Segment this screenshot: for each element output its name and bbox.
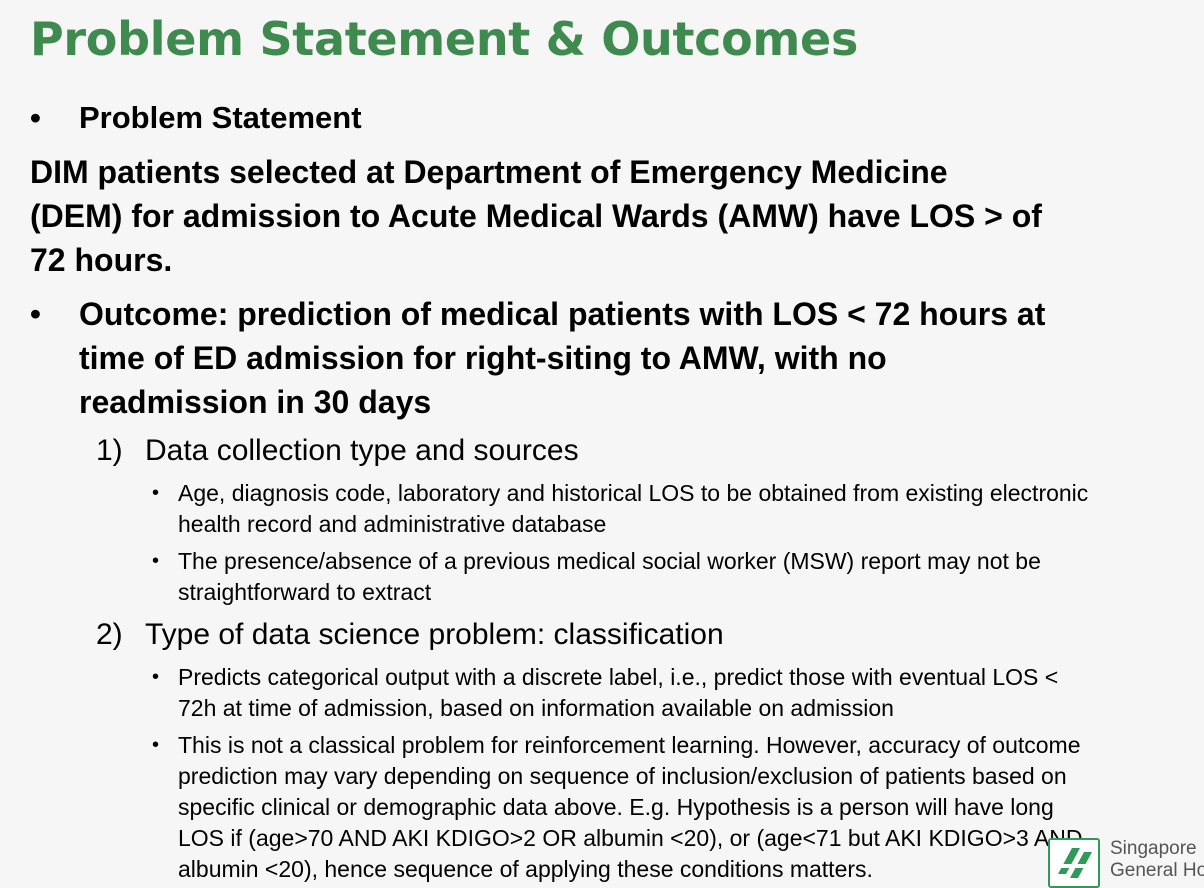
- problem-line: 72 hours.: [30, 242, 173, 278]
- section-heading: Type of data science problem: classifica…: [145, 618, 724, 651]
- sub-bullet-line: prediction may vary depending on sequenc…: [178, 763, 1067, 789]
- bullet-marker: •: [30, 100, 41, 135]
- outcome-line: Outcome: prediction of medical patients …: [79, 296, 1046, 332]
- logo-text: Singapore General Hos: [1110, 838, 1204, 882]
- outcome-line: readmission in 30 days: [79, 384, 432, 420]
- logo-line: General Hos: [1110, 860, 1204, 881]
- section-number: 1): [96, 434, 123, 467]
- sub-bullet-line: LOS if (age>70 AND AKI KDIGO>2 OR albumi…: [178, 825, 1083, 851]
- sub-bullet-line: 72h at time of admission, based on infor…: [178, 695, 894, 721]
- sub-bullet-line: Age, diagnosis code, laboratory and hist…: [178, 480, 1089, 506]
- problem-line: (DEM) for admission to Acute Medical War…: [30, 198, 1042, 234]
- problem-statement-heading: Problem Statement: [79, 100, 362, 135]
- sub-bullet-line: specific clinical or demographic data ab…: [178, 794, 1054, 820]
- sub-bullet-line: This is not a classical problem for rein…: [178, 732, 1081, 758]
- slide-title: Problem Statement & Outcomes: [30, 12, 859, 66]
- sub-bullet-marker: •: [152, 666, 160, 688]
- sub-bullet-marker: •: [152, 482, 160, 504]
- section-heading: Data collection type and sources: [145, 434, 579, 467]
- sub-bullet-line: Predicts categorical output with a discr…: [178, 664, 1059, 690]
- problem-line: DIM patients selected at Department of E…: [30, 154, 948, 190]
- sub-bullet-line: straightforward to extract: [178, 579, 432, 605]
- logo-mark-icon: [1048, 838, 1100, 888]
- logo-line: Singapore: [1110, 838, 1197, 859]
- sub-bullet-marker: •: [152, 734, 160, 756]
- outcome-line: time of ED admission for right-siting to…: [79, 340, 887, 376]
- section-number: 2): [96, 618, 123, 651]
- sub-bullet-marker: •: [152, 550, 160, 572]
- sub-bullet-line: albumin <20), hence sequence of applying…: [178, 856, 873, 882]
- hospital-logo: Singapore General Hos: [1046, 832, 1204, 888]
- sub-bullet-line: The presence/absence of a previous medic…: [178, 548, 1041, 574]
- bullet-marker: •: [30, 296, 41, 331]
- sub-bullet-line: health record and administrative databas…: [178, 511, 607, 537]
